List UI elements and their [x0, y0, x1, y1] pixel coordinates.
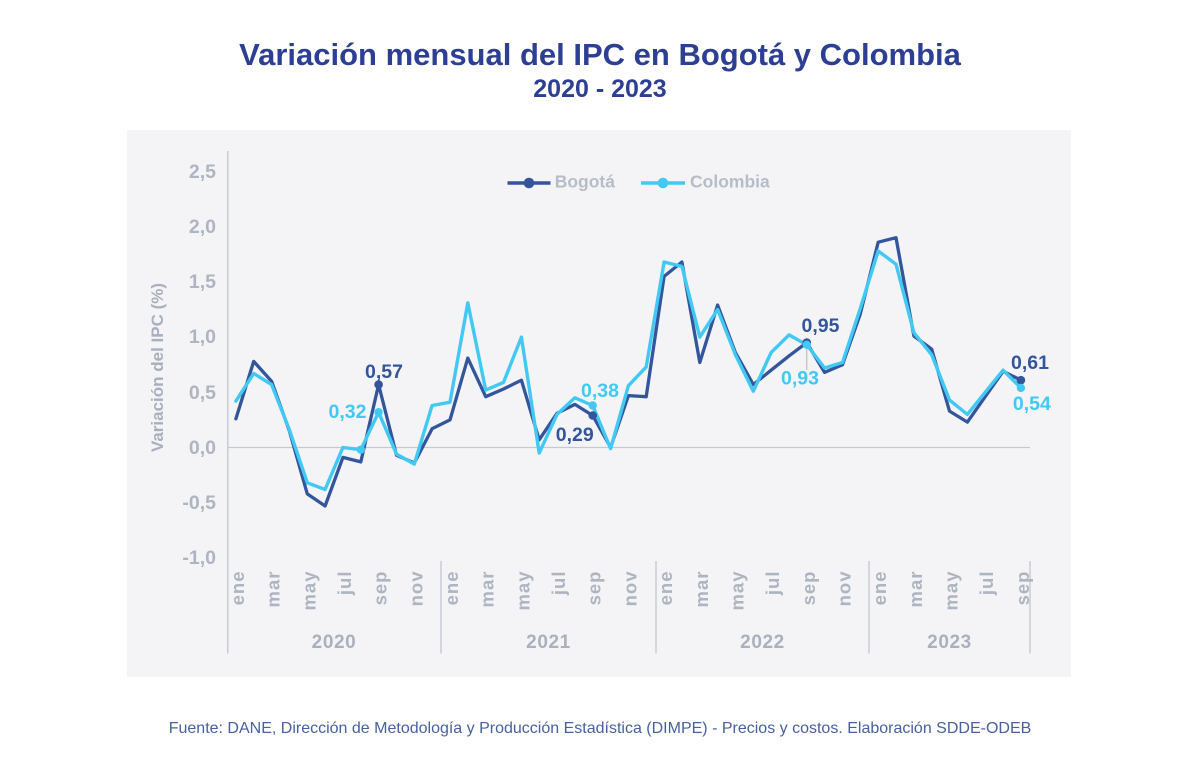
svg-text:0,54: 0,54 [1013, 393, 1051, 415]
svg-text:Fuente: DANE, Dirección de Met: Fuente: DANE, Dirección de Metodología y… [169, 720, 1032, 737]
svg-text:sep: sep [798, 571, 819, 606]
svg-text:0,95: 0,95 [802, 315, 840, 337]
svg-text:mar: mar [477, 571, 498, 608]
svg-text:sep: sep [1012, 571, 1033, 606]
svg-text:0,29: 0,29 [556, 424, 594, 446]
svg-text:ene: ene [869, 571, 890, 606]
svg-text:jul: jul [762, 571, 783, 597]
svg-text:0,32: 0,32 [329, 401, 367, 423]
svg-text:nov: nov [834, 571, 855, 607]
svg-text:jul: jul [548, 571, 569, 597]
svg-text:Variación mensual del IPC en B: Variación mensual del IPC en Bogotá y Co… [239, 37, 962, 72]
svg-text:2020: 2020 [312, 632, 357, 653]
svg-text:may: may [726, 571, 747, 611]
svg-text:1,5: 1,5 [189, 271, 216, 293]
svg-text:ene: ene [227, 571, 248, 606]
svg-text:jul: jul [976, 571, 997, 597]
svg-text:Colombia: Colombia [690, 172, 770, 192]
svg-text:sep: sep [370, 571, 391, 606]
svg-text:may: may [298, 571, 319, 611]
svg-text:nov: nov [405, 571, 426, 607]
svg-text:ene: ene [655, 571, 676, 606]
svg-text:0,61: 0,61 [1011, 352, 1049, 374]
svg-text:2021: 2021 [526, 632, 571, 653]
svg-text:may: may [941, 571, 962, 611]
svg-text:2,0: 2,0 [189, 216, 216, 238]
svg-text:sep: sep [584, 571, 605, 606]
svg-text:mar: mar [905, 571, 926, 608]
svg-text:mar: mar [691, 571, 712, 608]
svg-text:-0,5: -0,5 [182, 492, 216, 514]
svg-text:2022: 2022 [740, 632, 785, 653]
svg-text:Variación del IPC (%): Variación del IPC (%) [148, 283, 167, 452]
svg-text:1,0: 1,0 [189, 326, 216, 348]
svg-text:mar: mar [263, 571, 284, 608]
svg-text:ene: ene [441, 571, 462, 606]
svg-text:2023: 2023 [927, 632, 972, 653]
svg-text:-1,0: -1,0 [182, 547, 216, 569]
svg-text:may: may [512, 571, 533, 611]
svg-text:2,5: 2,5 [189, 161, 216, 183]
svg-text:0,93: 0,93 [781, 368, 819, 390]
svg-text:jul: jul [334, 571, 355, 597]
svg-text:0,57: 0,57 [365, 361, 403, 383]
svg-text:0,5: 0,5 [189, 382, 216, 404]
svg-text:Bogotá: Bogotá [555, 172, 616, 192]
svg-text:0,38: 0,38 [581, 380, 619, 402]
svg-text:0,0: 0,0 [189, 437, 216, 459]
svg-text:nov: nov [619, 571, 640, 607]
svg-text:2020 - 2023: 2020 - 2023 [533, 75, 666, 103]
